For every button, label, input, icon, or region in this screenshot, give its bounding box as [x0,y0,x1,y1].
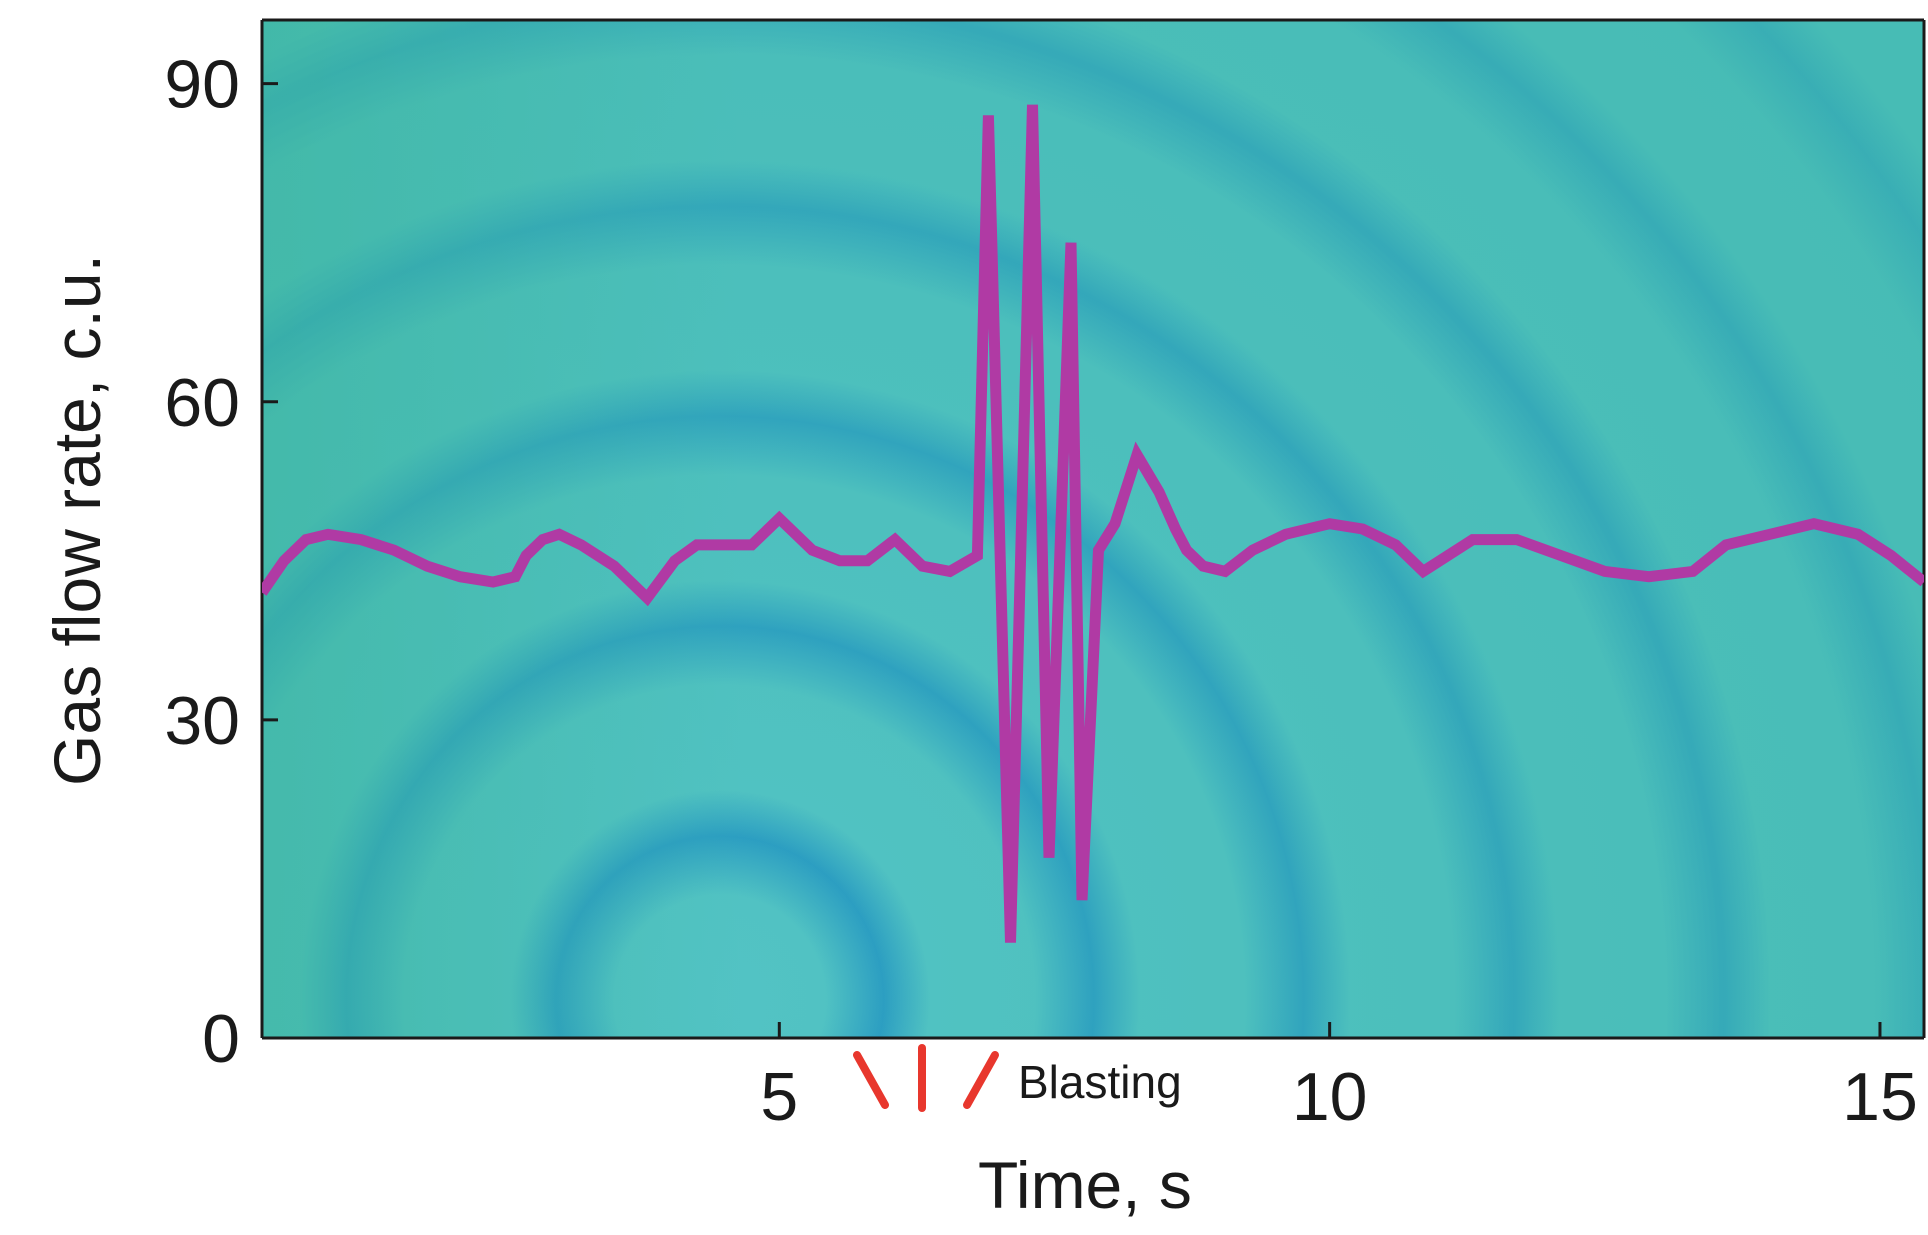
x-axis-title: Time, s [978,1148,1192,1222]
blast-mark-left [857,1055,885,1105]
x-tick-label: 15 [1842,1059,1918,1135]
x-tick-label: 10 [1292,1059,1368,1135]
y-tick-label: 60 [164,365,240,441]
y-tick-label: 0 [202,1001,240,1077]
y-tick-label: 30 [164,683,240,759]
plot-background [262,20,1924,1038]
y-axis-title: Gas flow rate, c.u. [40,254,114,786]
blast-mark-right [967,1055,995,1105]
y-tick-label: 90 [164,47,240,123]
blasting-label: Blasting [1018,1056,1182,1108]
x-tick-label: 5 [760,1059,798,1135]
blasting-annotation: Blasting [857,1048,1182,1108]
